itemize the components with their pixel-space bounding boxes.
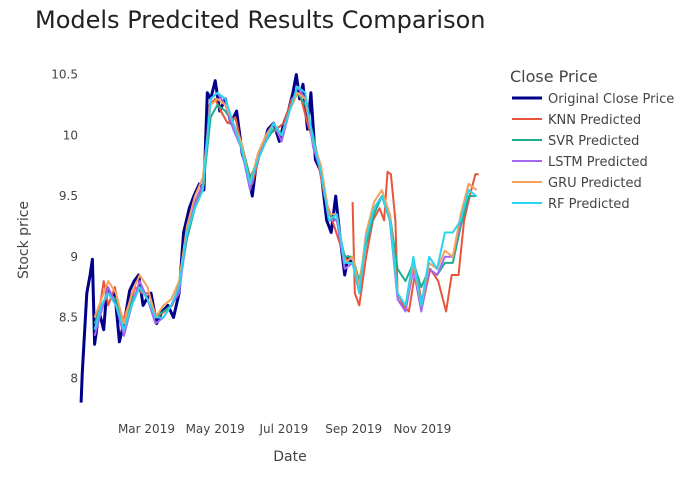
x-tick-label: Nov 2019: [394, 422, 452, 436]
legend-title: Close Price: [510, 67, 598, 86]
y-tick-label: 8: [70, 371, 78, 385]
legend-item[interactable]: LSTM Predicted: [512, 155, 648, 170]
legend-item[interactable]: Original Close Price: [512, 92, 674, 107]
legend-label: SVR Predicted: [548, 134, 639, 149]
series-line-5: [93, 85, 478, 331]
chart-title: Models Predcited Results Comparison: [35, 6, 486, 34]
legend[interactable]: Close Price Original Close Price KNN Pred…: [510, 67, 674, 212]
series-line-1: [93, 91, 479, 325]
y-tick-label: 10.5: [51, 68, 78, 82]
x-tick-labels: Mar 2019 May 2019 Jul 2019 Sep 2019 Nov 2019: [118, 422, 451, 436]
x-tick-label: Sep 2019: [325, 422, 382, 436]
legend-item[interactable]: GRU Predicted: [512, 176, 642, 191]
legend-label: Original Close Price: [548, 92, 674, 107]
x-tick-label: Jul 2019: [258, 422, 308, 436]
y-tick-label: 9.5: [59, 189, 78, 203]
legend-item[interactable]: KNN Predicted: [512, 113, 641, 128]
x-tick-label: Mar 2019: [118, 422, 175, 436]
lines-layer: [79, 73, 479, 403]
x-axis-title: Date: [273, 449, 306, 465]
y-axis-title: Stock price: [16, 201, 32, 279]
y-tick-label: 9: [70, 250, 78, 264]
y-tick-label: 10: [63, 128, 78, 142]
legend-label: LSTM Predicted: [548, 155, 648, 170]
legend-item[interactable]: SVR Predicted: [512, 134, 639, 149]
x-tick-label: May 2019: [186, 422, 245, 436]
legend-item[interactable]: RF Predicted: [512, 197, 630, 212]
legend-label: RF Predicted: [548, 197, 630, 212]
legend-label: GRU Predicted: [548, 176, 642, 191]
legend-label: KNN Predicted: [548, 113, 641, 128]
y-tick-labels: 8 8.5 9 9.5 10 10.5: [51, 68, 78, 386]
y-tick-label: 8.5: [59, 311, 78, 325]
